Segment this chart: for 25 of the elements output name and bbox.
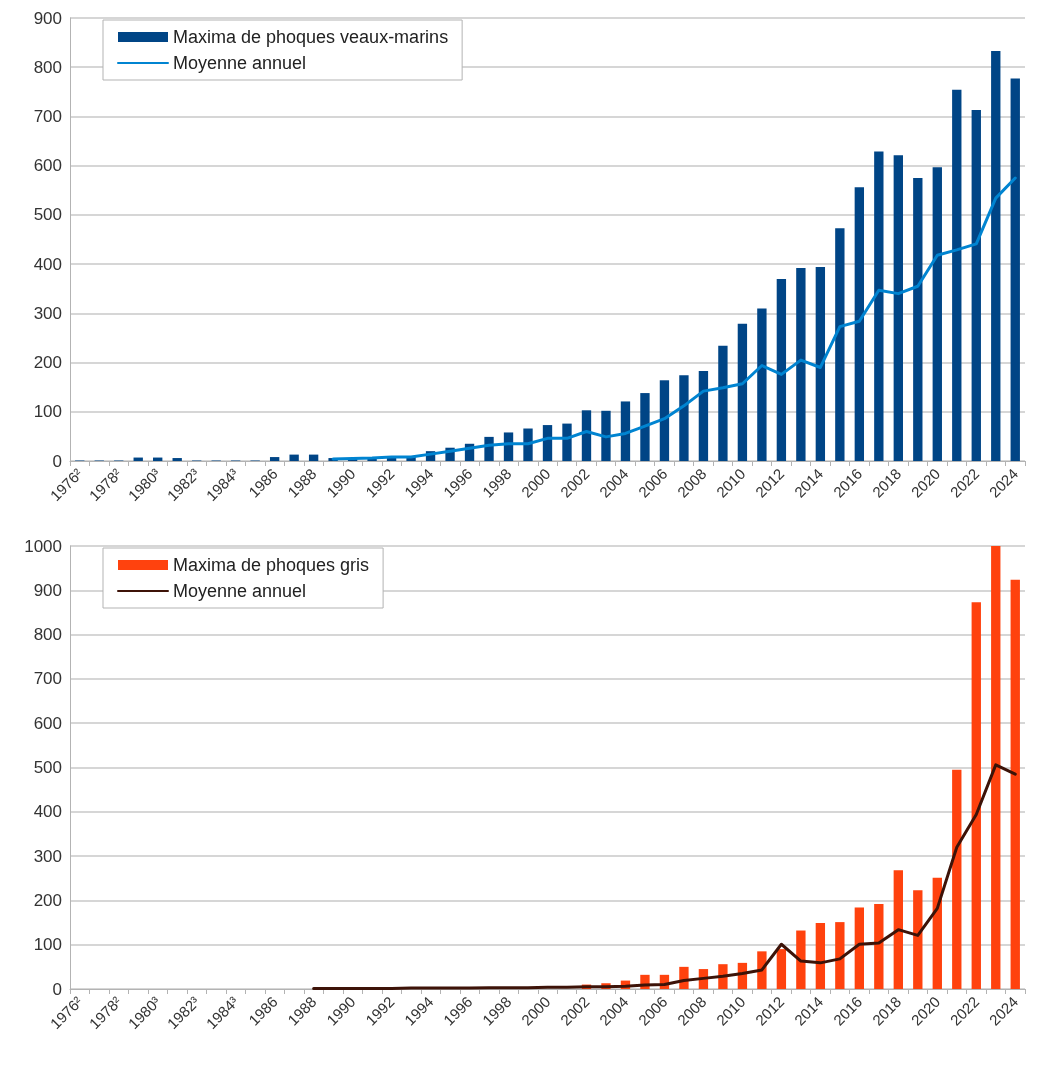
y-tick-label: 300 [33, 303, 62, 323]
y-tick-label: 0 [52, 451, 62, 471]
y-tick-label: 1000 [24, 536, 62, 556]
y-tick-label: 300 [33, 846, 62, 866]
y-tick-label: 400 [33, 802, 62, 822]
y-tick-label: 800 [33, 625, 62, 645]
y-tick-label: 500 [33, 205, 62, 225]
y-tick-label: 900 [33, 8, 62, 28]
y-tick-label: 700 [33, 106, 62, 126]
y-tick-label: 100 [33, 402, 62, 422]
y-tick-label: 900 [33, 580, 62, 600]
legend-label: Moyenne annuel [173, 53, 307, 73]
legend-label: Maxima de phoques gris [173, 555, 370, 575]
y-tick-label: 500 [33, 758, 62, 777]
y-tick-label: 800 [33, 57, 62, 77]
y-tick-label: 200 [33, 890, 62, 910]
legend-label: Maxima de phoques veaux-marins [173, 27, 449, 47]
y-tick-label: 700 [33, 669, 62, 689]
y-tick-label: 200 [33, 353, 62, 373]
legend-label: Moyenne annuel [173, 581, 307, 601]
y-tick-label: 400 [33, 254, 62, 274]
y-tick-label: 100 [33, 935, 62, 955]
y-tick-label: 600 [33, 156, 62, 176]
y-tick-label: 600 [33, 713, 62, 733]
y-tick-label: 0 [52, 979, 62, 999]
